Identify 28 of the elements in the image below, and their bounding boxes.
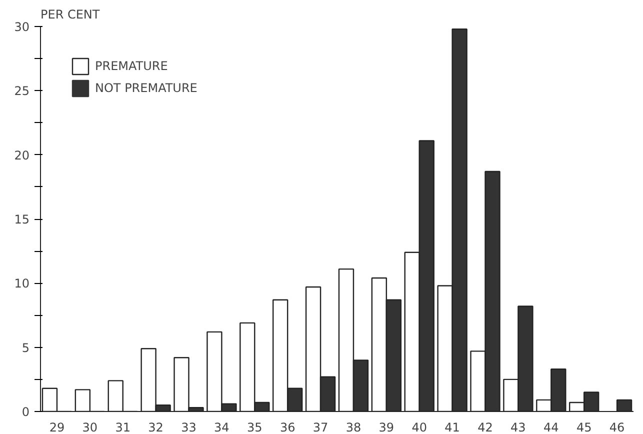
x-tick-label: 34 (214, 420, 230, 434)
x-tick-label: 42 (478, 420, 493, 434)
x-tick-label: 35 (247, 420, 262, 434)
y-axis-title: PER CENT (40, 8, 100, 22)
x-tick-label: 33 (181, 420, 196, 434)
x-tick-label: 37 (312, 420, 328, 434)
x-tick-label: 29 (49, 420, 65, 434)
y-tick-label: 25 (14, 84, 30, 98)
x-tick-label: 38 (346, 420, 362, 434)
x-tick-label: 39 (378, 420, 394, 434)
x-tick-label: 31 (115, 420, 131, 434)
x-tick-label: 46 (609, 420, 625, 434)
y-tick-label: 10 (14, 276, 30, 291)
x-tick-label: 40 (412, 420, 428, 434)
x-tick-label: 41 (444, 420, 460, 434)
x-tick-label: 30 (82, 420, 98, 434)
y-tick-label: 0 (22, 405, 30, 419)
y-tick-label: 5 (22, 340, 30, 355)
x-tick-label: 36 (280, 420, 296, 434)
x-tick-label: 32 (148, 420, 164, 434)
x-tick-label: 43 (510, 420, 526, 434)
y-tick-label: 15 (14, 212, 30, 226)
x-tick-label: 45 (576, 420, 592, 434)
legend-label: PREMATURE (95, 59, 168, 73)
y-tick-label: 30 (14, 20, 30, 34)
y-tick-label: 20 (14, 148, 30, 162)
x-tick-label: 44 (544, 420, 559, 434)
legend-label: NOT PREMATURE (95, 81, 198, 95)
